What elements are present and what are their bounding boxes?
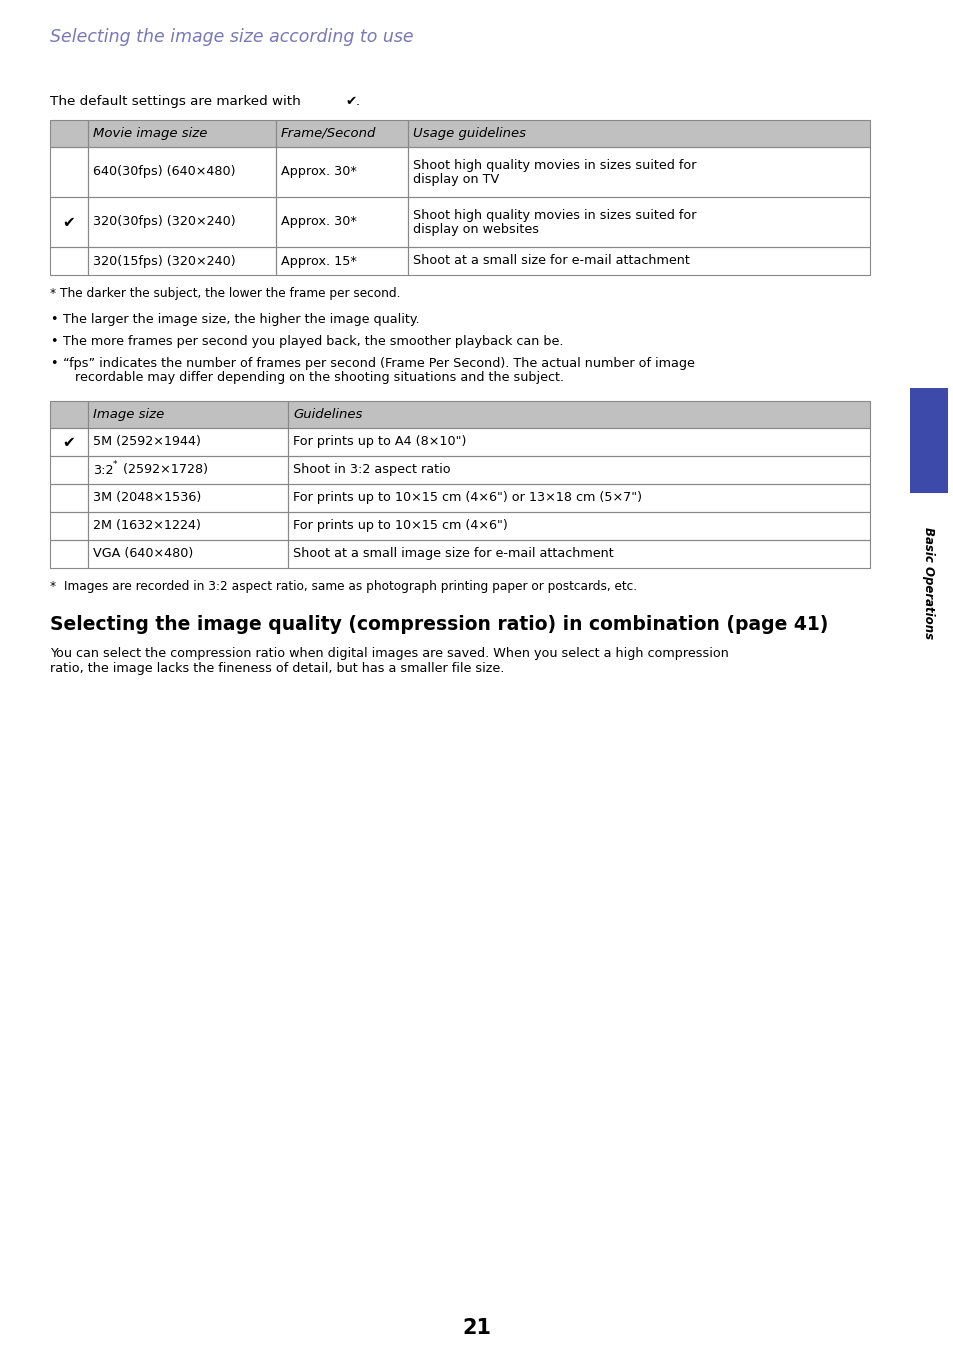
Text: * The darker the subject, the lower the frame per second.: * The darker the subject, the lower the … (50, 286, 400, 300)
Bar (50, 197, 88, 247)
Text: *  Images are recorded in 3:2 aspect ratio, same as photograph printing paper or: * Images are recorded in 3:2 aspect rati… (50, 579, 637, 593)
Bar (88, 119, 275, 147)
Text: Shoot high quality movies in sizes suited for: Shoot high quality movies in sizes suite… (413, 159, 696, 171)
Text: Frame/Second: Frame/Second (281, 128, 376, 140)
Bar (50, 484, 88, 512)
Bar (88, 402, 288, 427)
Text: Guidelines: Guidelines (293, 408, 362, 421)
Bar (50, 512, 88, 540)
Bar (50, 402, 88, 427)
Bar (88, 427, 288, 456)
Text: Movie image size: Movie image size (92, 128, 207, 140)
Bar (288, 402, 869, 427)
Text: You can select the compression ratio when digital images are saved. When you sel: You can select the compression ratio whe… (50, 647, 728, 660)
Bar (909, 388, 947, 493)
Bar (288, 456, 869, 484)
Bar (88, 147, 275, 197)
Text: ✔: ✔ (63, 214, 75, 229)
Bar (275, 197, 408, 247)
Text: Approx. 30*: Approx. 30* (281, 166, 356, 179)
Bar (88, 247, 275, 275)
Bar (275, 147, 408, 197)
Bar (408, 147, 869, 197)
Text: 3M (2048×1536): 3M (2048×1536) (92, 491, 201, 505)
Text: ✔.: ✔. (345, 95, 360, 109)
Bar (88, 512, 288, 540)
Bar (88, 456, 288, 484)
Bar (50, 247, 88, 275)
Bar (288, 512, 869, 540)
Text: Image size: Image size (92, 408, 164, 421)
Text: Selecting the image size according to use: Selecting the image size according to us… (50, 28, 414, 46)
Bar (288, 484, 869, 512)
Bar (275, 247, 408, 275)
Bar (88, 484, 288, 512)
Text: Approx. 15*: Approx. 15* (281, 255, 356, 267)
Text: Shoot in 3:2 aspect ratio: Shoot in 3:2 aspect ratio (293, 464, 450, 476)
Text: For prints up to A4 (8×10"): For prints up to A4 (8×10") (293, 436, 466, 449)
Text: ✔: ✔ (63, 434, 75, 449)
Text: VGA (640×480): VGA (640×480) (92, 547, 193, 560)
Bar (275, 119, 408, 147)
Text: Selecting the image quality (compression ratio) in combination (page 41): Selecting the image quality (compression… (50, 615, 827, 634)
Text: Shoot high quality movies in sizes suited for: Shoot high quality movies in sizes suite… (413, 209, 696, 221)
Bar (50, 456, 88, 484)
Text: *: * (112, 460, 117, 470)
Text: 5M (2592×1944): 5M (2592×1944) (92, 436, 201, 449)
Text: 3:2: 3:2 (92, 464, 113, 476)
Bar (50, 540, 88, 569)
Bar (408, 197, 869, 247)
Bar (408, 247, 869, 275)
Bar (50, 119, 869, 147)
Text: ratio, the image lacks the fineness of detail, but has a smaller file size.: ratio, the image lacks the fineness of d… (50, 662, 504, 674)
Text: •: • (50, 313, 57, 326)
Text: 21: 21 (462, 1318, 491, 1338)
Text: Usage guidelines: Usage guidelines (413, 128, 525, 140)
Bar (50, 427, 88, 456)
Text: 320(15fps) (320×240): 320(15fps) (320×240) (92, 255, 235, 267)
Text: For prints up to 10×15 cm (4×6") or 13×18 cm (5×7"): For prints up to 10×15 cm (4×6") or 13×1… (293, 491, 641, 505)
Text: The default settings are marked with: The default settings are marked with (50, 95, 305, 109)
Text: Shoot at a small image size for e-mail attachment: Shoot at a small image size for e-mail a… (293, 547, 613, 560)
Bar (288, 427, 869, 456)
Bar (50, 402, 869, 427)
Text: 320(30fps) (320×240): 320(30fps) (320×240) (92, 216, 235, 228)
Text: 640(30fps) (640×480): 640(30fps) (640×480) (92, 166, 235, 179)
Text: The larger the image size, the higher the image quality.: The larger the image size, the higher th… (63, 313, 419, 326)
Text: (2592×1728): (2592×1728) (119, 464, 208, 476)
Bar (88, 540, 288, 569)
Bar (408, 119, 869, 147)
Bar (50, 119, 88, 147)
Text: “fps” indicates the number of frames per second (Frame Per Second). The actual n: “fps” indicates the number of frames per… (63, 357, 694, 370)
Text: Approx. 30*: Approx. 30* (281, 216, 356, 228)
Text: recordable may differ depending on the shooting situations and the subject.: recordable may differ depending on the s… (63, 370, 563, 384)
Text: Basic Operations: Basic Operations (922, 527, 935, 639)
Bar (288, 540, 869, 569)
Text: •: • (50, 335, 57, 347)
Text: display on websites: display on websites (413, 223, 538, 236)
Text: 2M (1632×1224): 2M (1632×1224) (92, 520, 201, 532)
Text: •: • (50, 357, 57, 370)
Text: For prints up to 10×15 cm (4×6"): For prints up to 10×15 cm (4×6") (293, 520, 507, 532)
Bar (50, 147, 88, 197)
Text: display on TV: display on TV (413, 172, 498, 186)
Bar (88, 197, 275, 247)
Text: Shoot at a small size for e-mail attachment: Shoot at a small size for e-mail attachm… (413, 255, 689, 267)
Text: The more frames per second you played back, the smoother playback can be.: The more frames per second you played ba… (63, 335, 563, 347)
